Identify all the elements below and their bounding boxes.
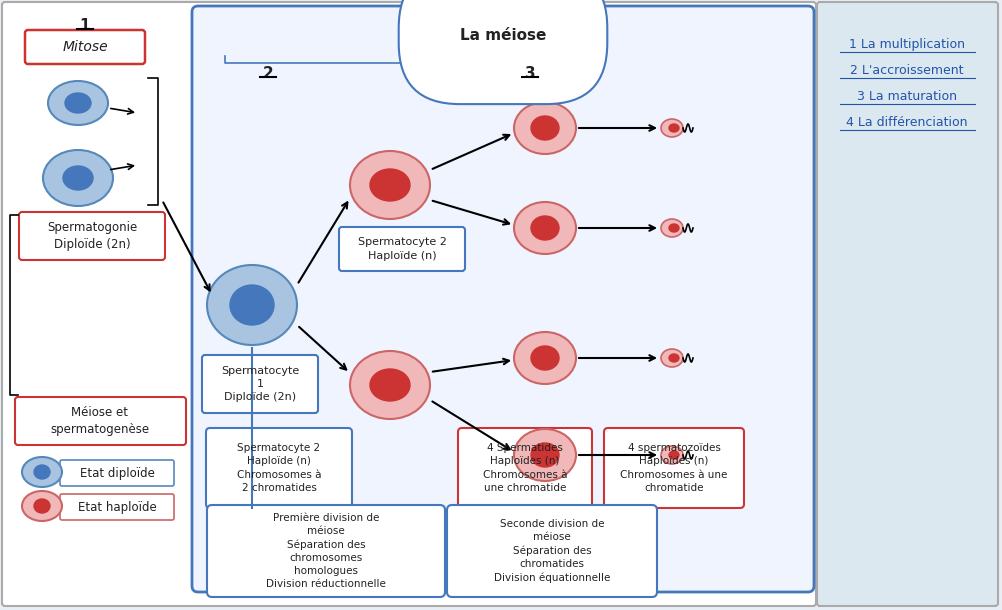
Ellipse shape bbox=[514, 332, 576, 384]
Ellipse shape bbox=[669, 354, 679, 362]
FancyBboxPatch shape bbox=[447, 505, 657, 597]
Ellipse shape bbox=[669, 224, 679, 232]
FancyBboxPatch shape bbox=[60, 460, 174, 486]
FancyBboxPatch shape bbox=[817, 2, 998, 606]
Ellipse shape bbox=[661, 349, 683, 367]
Text: Etat diploïde: Etat diploïde bbox=[79, 467, 154, 479]
Ellipse shape bbox=[230, 285, 274, 325]
Text: 3: 3 bbox=[525, 66, 535, 81]
Ellipse shape bbox=[531, 346, 559, 370]
Text: Mitose: Mitose bbox=[62, 40, 108, 54]
FancyBboxPatch shape bbox=[25, 30, 145, 64]
FancyBboxPatch shape bbox=[458, 428, 592, 508]
FancyBboxPatch shape bbox=[207, 505, 445, 597]
Text: Spermatocyte 2
Haploïde (n)
Chromosomes à
2 chromatides: Spermatocyte 2 Haploïde (n) Chromosomes … bbox=[236, 443, 322, 493]
Text: Seconde division de
méiose
Séparation des
chromatides
Division équationnelle: Seconde division de méiose Séparation de… bbox=[494, 519, 610, 583]
Ellipse shape bbox=[669, 451, 679, 459]
FancyBboxPatch shape bbox=[339, 227, 465, 271]
Ellipse shape bbox=[65, 93, 91, 113]
Ellipse shape bbox=[370, 169, 410, 201]
Ellipse shape bbox=[34, 465, 50, 479]
Text: 1: 1 bbox=[80, 18, 90, 33]
Ellipse shape bbox=[48, 81, 108, 125]
Text: La méiose: La méiose bbox=[460, 28, 546, 43]
Ellipse shape bbox=[207, 265, 297, 345]
Ellipse shape bbox=[350, 351, 430, 419]
Ellipse shape bbox=[531, 443, 559, 467]
Ellipse shape bbox=[43, 150, 113, 206]
Text: Méiose et
spermatogenèse: Méiose et spermatogenèse bbox=[50, 406, 149, 436]
Ellipse shape bbox=[34, 499, 50, 513]
Ellipse shape bbox=[63, 166, 93, 190]
Text: 2: 2 bbox=[263, 66, 274, 81]
FancyBboxPatch shape bbox=[15, 397, 186, 445]
Text: Spermatocyte
1
Diploïde (2n): Spermatocyte 1 Diploïde (2n) bbox=[220, 366, 300, 402]
Ellipse shape bbox=[370, 369, 410, 401]
Text: 4 spermatozoïdes
Haploïdes (n)
Chromosomes à une
chromatide: 4 spermatozoïdes Haploïdes (n) Chromosom… bbox=[620, 443, 727, 493]
FancyBboxPatch shape bbox=[206, 428, 352, 508]
Ellipse shape bbox=[514, 102, 576, 154]
FancyBboxPatch shape bbox=[192, 6, 814, 592]
Ellipse shape bbox=[22, 491, 62, 521]
Text: Spermatogonie
Diploïde (2n): Spermatogonie Diploïde (2n) bbox=[47, 221, 137, 251]
Ellipse shape bbox=[531, 116, 559, 140]
FancyBboxPatch shape bbox=[2, 2, 816, 606]
Ellipse shape bbox=[669, 124, 679, 132]
Text: 1 La multiplication: 1 La multiplication bbox=[849, 38, 965, 51]
Ellipse shape bbox=[661, 219, 683, 237]
Ellipse shape bbox=[531, 216, 559, 240]
Text: 2 L'accroissement: 2 L'accroissement bbox=[851, 64, 964, 77]
FancyBboxPatch shape bbox=[60, 494, 174, 520]
Text: Première division de
méiose
Séparation des
chromosomes
homologues
Division réduc: Première division de méiose Séparation d… bbox=[267, 512, 386, 589]
FancyBboxPatch shape bbox=[19, 212, 165, 260]
Ellipse shape bbox=[514, 202, 576, 254]
Text: 4 Spermatides
Haploïdes (n)
Chromosomes à
une chromatide: 4 Spermatides Haploïdes (n) Chromosomes … bbox=[483, 443, 567, 493]
Text: 4 La différenciation: 4 La différenciation bbox=[847, 116, 968, 129]
Ellipse shape bbox=[514, 429, 576, 481]
FancyBboxPatch shape bbox=[202, 355, 318, 413]
Ellipse shape bbox=[22, 457, 62, 487]
Text: Spermatocyte 2
Haploïde (n): Spermatocyte 2 Haploïde (n) bbox=[358, 237, 447, 260]
Ellipse shape bbox=[661, 119, 683, 137]
Text: Etat haploïde: Etat haploïde bbox=[77, 500, 156, 514]
Text: 3 La maturation: 3 La maturation bbox=[857, 90, 957, 103]
Ellipse shape bbox=[350, 151, 430, 219]
FancyBboxPatch shape bbox=[604, 428, 744, 508]
Ellipse shape bbox=[661, 446, 683, 464]
